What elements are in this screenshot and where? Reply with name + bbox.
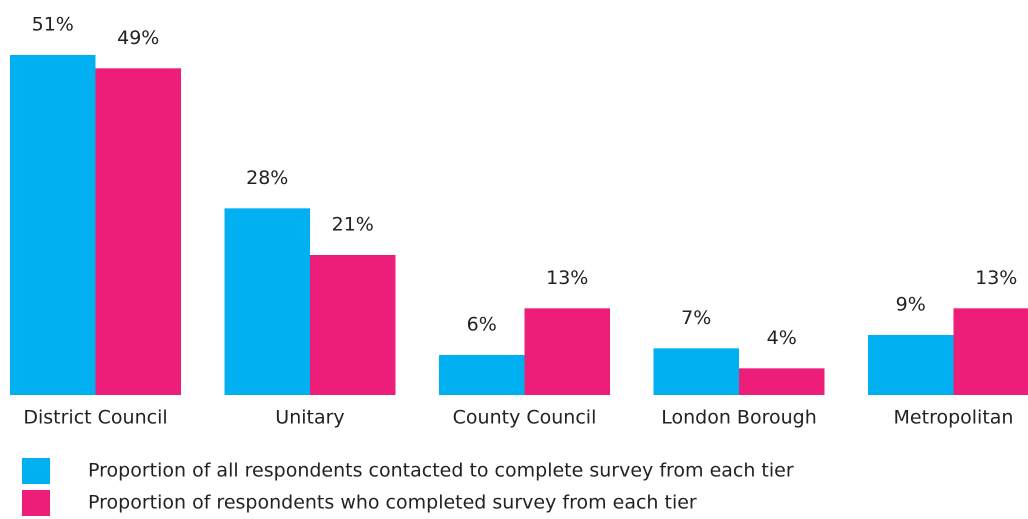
value-label: 6%: [467, 314, 497, 336]
bar: [310, 255, 396, 395]
category-label: Unitary: [275, 407, 344, 429]
category-label: County Council: [453, 407, 597, 429]
legend-label: Proportion of all respondents contacted …: [88, 460, 794, 482]
value-label: 28%: [246, 167, 288, 189]
bar: [524, 308, 610, 395]
value-label: 13%: [546, 267, 588, 289]
bar: [739, 368, 825, 395]
value-label: 9%: [896, 294, 926, 316]
bar: [953, 308, 1028, 395]
legend-label: Proportion of respondents who completed …: [88, 492, 697, 514]
bar: [868, 335, 954, 395]
value-label: 21%: [332, 214, 374, 236]
value-label: 4%: [767, 327, 797, 349]
category-label: London Borough: [661, 407, 817, 429]
category-label: Metropolitan: [894, 407, 1014, 429]
bar: [224, 208, 310, 395]
bar: [10, 55, 96, 395]
bar: [95, 68, 181, 395]
legend-swatch: [22, 490, 50, 516]
value-label: 13%: [975, 267, 1017, 289]
legend-swatch: [22, 458, 50, 484]
value-label: 49%: [117, 27, 159, 49]
value-label: 51%: [32, 14, 74, 36]
bar: [439, 355, 525, 395]
value-label: 7%: [681, 307, 711, 329]
bar: [653, 348, 739, 395]
category-label: District Council: [23, 407, 167, 429]
